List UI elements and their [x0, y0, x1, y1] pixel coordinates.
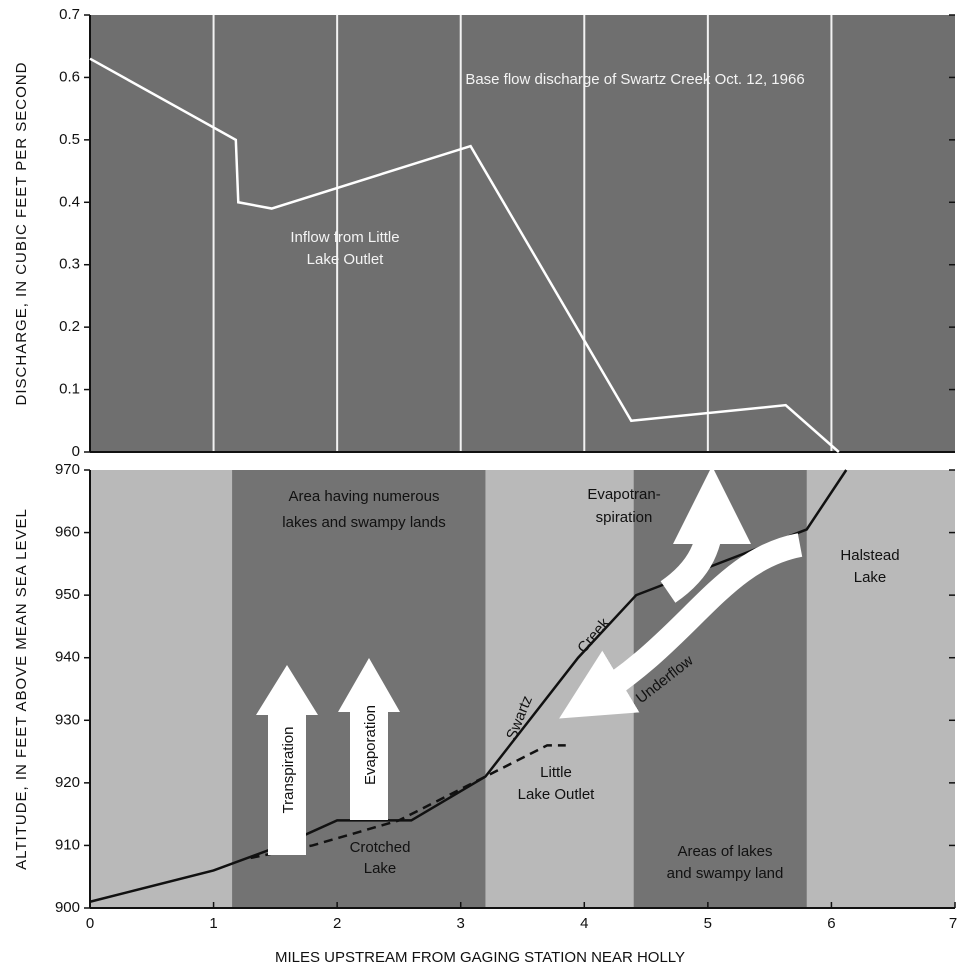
x-tick-label: 4 [580, 915, 588, 932]
backgrounds [90, 15, 955, 908]
y-tick-label: 920 [55, 774, 80, 791]
annotation: spiration [596, 509, 653, 526]
annotation: Halstead [840, 547, 899, 564]
x-tick-label: 2 [333, 915, 341, 932]
x-tick-label: 5 [704, 915, 712, 932]
annotation: Base flow discharge of Swartz Creek Oct.… [465, 71, 804, 88]
y-tick-label: 0.7 [59, 6, 80, 23]
annotation: Crotched [350, 839, 411, 856]
y-tick-label: 0.1 [59, 381, 80, 398]
annotation: Lake [854, 569, 887, 586]
x-tick-label: 7 [949, 915, 957, 932]
annotation: and swampy land [667, 865, 784, 882]
y-tick-label: 0.5 [59, 131, 80, 148]
y-tick-label: 930 [55, 711, 80, 728]
annotation: Lake [364, 860, 397, 877]
y-tick-label: 0 [72, 443, 80, 460]
annotation: Transpiration [280, 727, 297, 814]
annotation: Lake Outlet [518, 786, 596, 803]
y-tick-label: 0.2 [59, 318, 80, 335]
x-tick-label: 6 [827, 915, 835, 932]
annotation: Evapotran- [587, 486, 660, 503]
plot-background [90, 470, 955, 908]
x-tick-label: 1 [209, 915, 217, 932]
chart: MILES UPSTREAM FROM GAGING STATION NEAR … [0, 0, 959, 968]
y-tick-label: 0.3 [59, 256, 80, 273]
y-axis-label: DISCHARGE, IN CUBIC FEET PER SECOND [13, 62, 30, 406]
y-tick-label: 0.4 [59, 193, 80, 210]
annotation: Lake Outlet [307, 251, 385, 268]
y-tick-label: 940 [55, 649, 80, 666]
annotation: Evaporation [362, 705, 379, 785]
x-tick-label: 0 [86, 915, 94, 932]
y-tick-label: 910 [55, 836, 80, 853]
y-tick-label: 900 [55, 899, 80, 916]
x-axis-label: MILES UPSTREAM FROM GAGING STATION NEAR … [275, 949, 685, 966]
annotation: Area having numerous [289, 488, 440, 505]
y-tick-label: 960 [55, 524, 80, 541]
y-tick-label: 970 [55, 461, 80, 478]
annotation: lakes and swampy lands [282, 514, 445, 531]
y-tick-label: 0.6 [59, 68, 80, 85]
annotation: Areas of lakes [677, 843, 772, 860]
annotation: Inflow from Little [290, 229, 399, 246]
y-axis-label: ALTITUDE, IN FEET ABOVE MEAN SEA LEVEL [13, 508, 30, 870]
y-tick-label: 950 [55, 586, 80, 603]
annotation: Little [540, 764, 572, 781]
x-tick-label: 3 [457, 915, 465, 932]
